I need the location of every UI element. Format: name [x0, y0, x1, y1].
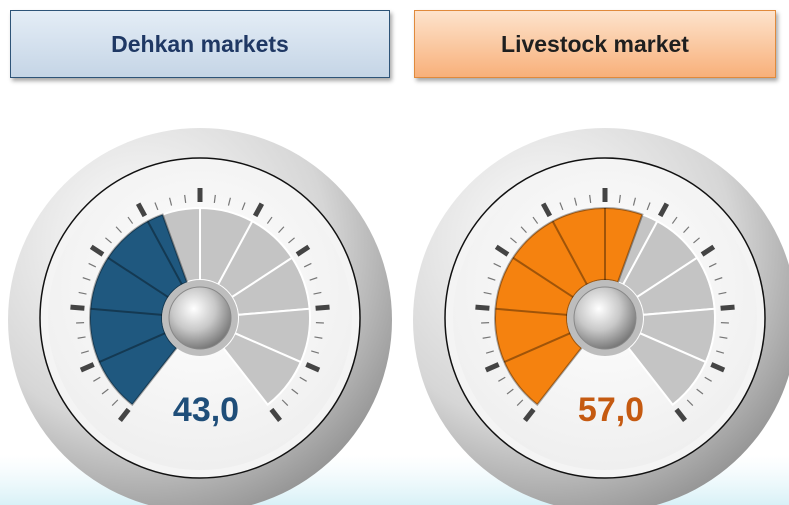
dial-tick [70, 307, 84, 308]
dial-tick [721, 307, 735, 308]
hub [574, 287, 636, 349]
gauge-title: Livestock market [414, 10, 776, 78]
gauge-title: Dehkan markets [10, 10, 390, 78]
dial-tick [316, 307, 330, 308]
dial-tick [475, 307, 489, 308]
value-label: 57,0 [578, 391, 644, 429]
hub [169, 287, 231, 349]
page: 43,0 57,0 Dehkan markets Livestock market [0, 0, 789, 505]
value-label: 43,0 [173, 391, 239, 429]
